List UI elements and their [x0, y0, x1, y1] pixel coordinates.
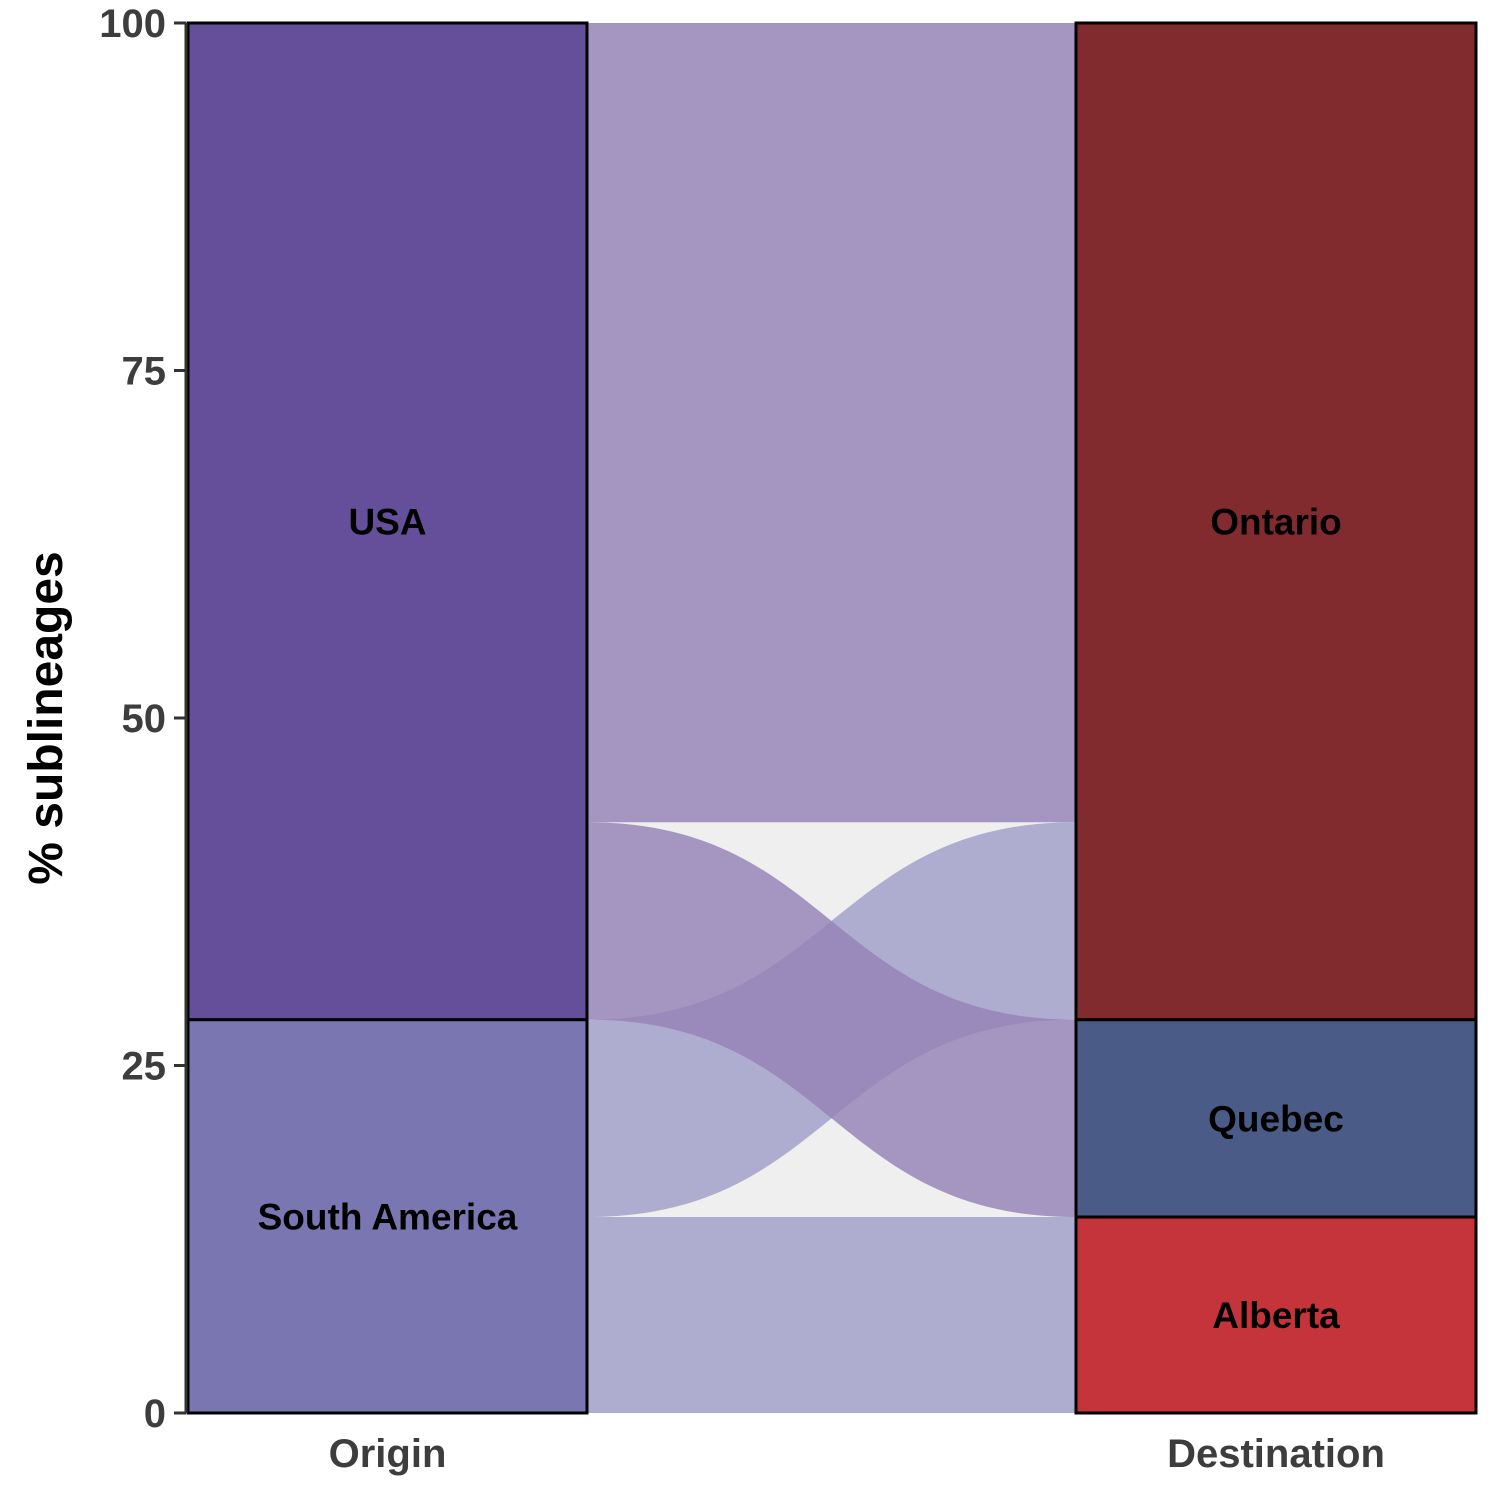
stratum-alberta	[1074, 1215, 1478, 1415]
stratum-ontario	[1074, 21, 1478, 1022]
x-axis-labels: Origin Destination	[329, 1432, 1385, 1476]
stratum-label-alberta: Alberta	[1212, 1295, 1340, 1336]
stratum-quebec	[1074, 1018, 1478, 1219]
stratum-label-quebec: Quebec	[1208, 1098, 1344, 1139]
x-axis-label-origin: Origin	[329, 1432, 447, 1476]
flow-south-america-to-alberta	[587, 1217, 1076, 1413]
y-tick-label: 25	[122, 1045, 167, 1089]
stratum-label-ontario: Ontario	[1210, 501, 1342, 542]
y-axis-title: % sublineages	[20, 551, 73, 884]
stratum-label-usa: USA	[348, 501, 426, 542]
y-tick-label: 100	[99, 2, 166, 46]
flow-usa-to-quebec	[587, 822, 1076, 1218]
flows-layer	[587, 23, 1076, 1413]
stratum-south-america	[186, 1018, 589, 1415]
x-axis-label-destination: Destination	[1167, 1432, 1385, 1476]
stratum-usa	[186, 21, 589, 1022]
y-tick-label: 75	[122, 350, 167, 394]
strata-layer: South America USA Alberta Quebec Ontario	[186, 21, 1478, 1415]
y-axis: 0 25 50 75 100	[99, 2, 188, 1436]
y-tick-label: 50	[122, 697, 167, 741]
stratum-label-south-america: South America	[258, 1196, 518, 1237]
y-tick-label: 0	[144, 1392, 166, 1436]
flow-usa-to-ontario	[587, 23, 1076, 823]
